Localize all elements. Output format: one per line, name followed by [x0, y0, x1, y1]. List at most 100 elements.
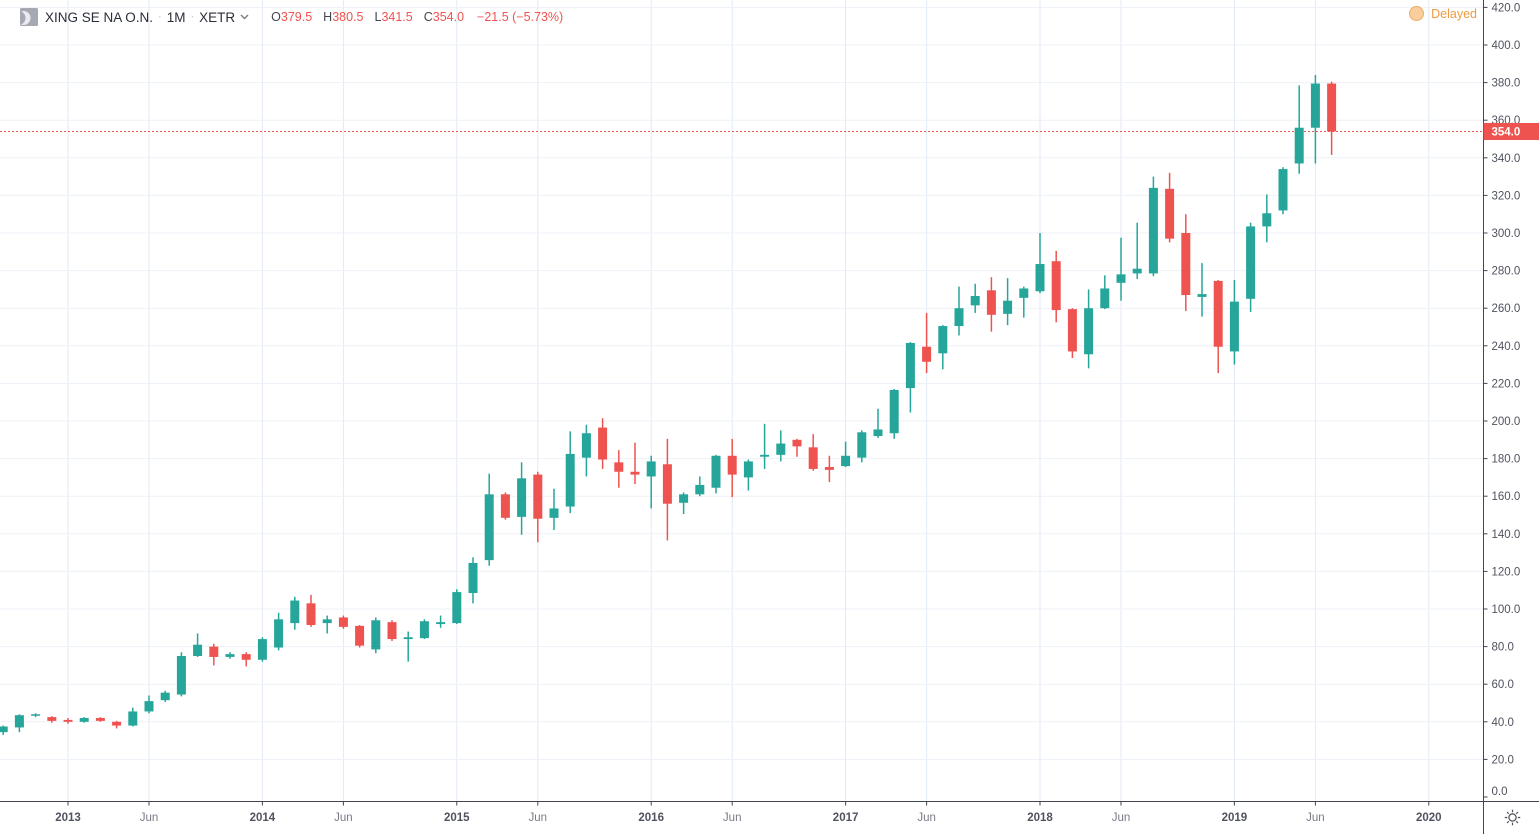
candle [1116, 237, 1126, 301]
candle [922, 312, 932, 374]
candle [1327, 81, 1337, 155]
price-tick-label: 0.0 [1492, 786, 1508, 798]
price-tick-label: 320.0 [1492, 190, 1521, 202]
price-tick-label: 220.0 [1492, 378, 1521, 390]
symbol-legend[interactable]: XING SE NA O.N. · 1M · XETR O379.5 H380.5… [20, 8, 563, 26]
price-tick-label: 120.0 [1492, 566, 1521, 578]
candle [695, 476, 705, 497]
interval-value[interactable]: 1M [166, 9, 186, 25]
candle [322, 615, 332, 634]
candle [905, 342, 915, 413]
candle [873, 408, 883, 438]
candle [1278, 167, 1288, 215]
price-tick-label: 380.0 [1492, 78, 1521, 90]
symbol-name[interactable]: XING SE NA O.N. [45, 9, 154, 25]
time-axis[interactable]: 2013 Jun 2014 Jun 2015 Jun 2016 Jun 2017 Jun 2018 J… [55, 801, 1442, 825]
time-tick-label: 2019 [1222, 812, 1248, 824]
candle [63, 718, 73, 724]
price-tick-label: 180.0 [1492, 454, 1521, 466]
price-tick-label: 300.0 [1492, 228, 1521, 240]
time-tick-label: 2016 [638, 812, 664, 824]
candle [403, 631, 413, 662]
symbol-logo-icon [20, 8, 38, 26]
candle [160, 690, 170, 703]
price-tick-label: 280.0 [1492, 266, 1521, 278]
last-price-tag: 354.0 [1483, 122, 1539, 140]
candle [1100, 275, 1110, 310]
delayed-badge[interactable]: Delayed [1409, 6, 1477, 21]
candle [743, 459, 753, 491]
price-tick-label: 20.0 [1492, 754, 1514, 766]
candle [565, 431, 575, 514]
candle [549, 488, 559, 531]
candle [193, 633, 203, 657]
candle [1310, 75, 1320, 164]
candle [517, 462, 527, 535]
candles-layer [0, 75, 1337, 735]
candle [857, 430, 867, 463]
candle [792, 438, 802, 457]
ohlc-pair: H380.5 [323, 10, 364, 24]
candle [225, 652, 235, 659]
candle [338, 615, 348, 629]
candle [954, 286, 964, 336]
delayed-label: Delayed [1431, 6, 1477, 21]
price-axis[interactable]: 0.0 20.0 40.0 60.0 80.0 100.0 120.0 140.0 160.0 1… [1483, 2, 1521, 798]
candle [1148, 176, 1158, 277]
candle [47, 716, 57, 723]
exchange-value[interactable]: XETR [199, 9, 236, 25]
time-tick-label: 2017 [833, 812, 859, 824]
candle [355, 624, 365, 648]
candle [371, 617, 381, 654]
ohlc-pair: C354.0 [423, 10, 465, 24]
price-tick-label: 60.0 [1492, 679, 1514, 691]
candle [452, 589, 462, 625]
candle [419, 619, 429, 640]
delayed-clock-icon [1409, 6, 1425, 21]
candle [176, 652, 186, 697]
time-tick-label: 2018 [1027, 812, 1053, 824]
change-value: −21.5 (−5.73%) [477, 10, 564, 24]
candle [306, 594, 316, 627]
chevron-down-icon[interactable] [240, 14, 249, 20]
candle [776, 430, 786, 462]
time-tick-label: 2015 [444, 812, 470, 824]
candle [1035, 233, 1045, 294]
ohlc-pair: L341.5 [374, 10, 413, 24]
candle [1197, 263, 1207, 317]
time-tick-label: Jun [140, 812, 159, 824]
candle [290, 596, 300, 630]
time-tick-label: Jun [1306, 812, 1325, 824]
candle [1084, 289, 1094, 369]
candle [0, 725, 8, 735]
price-scale-settings-button[interactable] [1499, 804, 1525, 830]
candle [614, 450, 624, 488]
candle [889, 389, 899, 439]
candle [14, 714, 24, 733]
candle [581, 424, 591, 477]
price-tick-label: 400.0 [1492, 40, 1521, 52]
candle [387, 620, 397, 641]
price-tick-label: 140.0 [1492, 529, 1521, 541]
candle [95, 717, 105, 722]
candle [1067, 308, 1077, 359]
price-tick-label: 420.0 [1492, 2, 1521, 14]
ohlc-values: O379.5 H380.5 L341.5 C354.0 [271, 10, 475, 24]
time-tick-label: Jun [1112, 812, 1131, 824]
candle [679, 492, 689, 515]
ohlc-pair: O379.5 [271, 10, 313, 24]
candle [31, 713, 41, 718]
price-tick-label: 100.0 [1492, 604, 1521, 616]
candle [1181, 214, 1191, 312]
price-tick-label: 160.0 [1492, 491, 1521, 503]
candle [598, 418, 608, 469]
candle [808, 434, 818, 471]
candle [711, 454, 721, 494]
price-tick-label: 80.0 [1492, 642, 1514, 654]
candle [1019, 286, 1029, 318]
candle [1003, 278, 1013, 326]
candle [841, 441, 851, 468]
time-tick-label: Jun [334, 812, 353, 824]
